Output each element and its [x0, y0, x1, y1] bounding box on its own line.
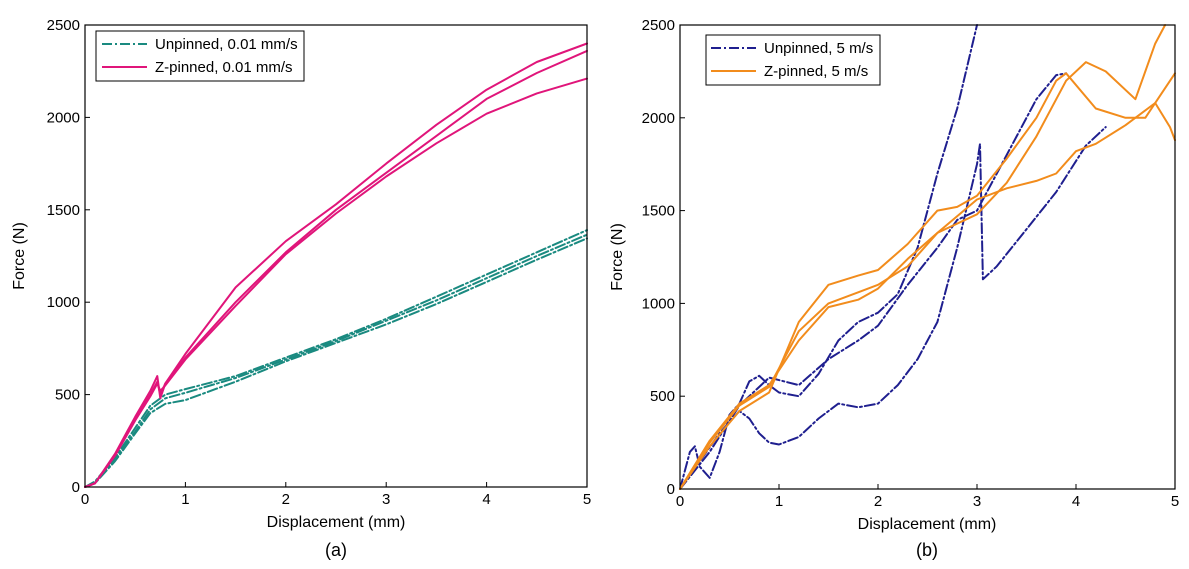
y-tick-label-b-4: 2000	[642, 110, 675, 127]
x-tick-label-a-5: 5	[583, 491, 591, 508]
y-tick-label-b-0: 0	[667, 481, 675, 498]
x-tick-label-a-3: 3	[382, 491, 390, 508]
series-line-a-2	[84, 237, 588, 488]
panel-label-b: (b)	[916, 540, 938, 560]
plot-frame-a	[84, 24, 588, 488]
x-axis-title-b: Displacement (mm)	[858, 516, 997, 533]
series-line-b-4	[679, 72, 1176, 490]
x-tick-label-a-0: 0	[81, 491, 89, 508]
legend-label-b-0: Unpinned, 5 m/s	[764, 40, 873, 57]
x-tick-label-a-4: 4	[482, 491, 490, 508]
x-tick-label-a-2: 2	[282, 491, 290, 508]
series-line-b-5	[679, 102, 1176, 490]
x-tick-label-b-4: 4	[1072, 493, 1080, 510]
series-line-a-1	[84, 233, 588, 488]
legend-box-b	[705, 34, 881, 86]
legend-label-a-1: Z-pinned, 0.01 mm/s	[155, 59, 293, 76]
chart-panel-b: 0 1 2 3 4 5 0 500 1000 1500 2000 2500 Displacement…	[609, 17, 1179, 560]
y-tick-label-b-1: 500	[650, 388, 675, 405]
series-line-b-0	[679, 24, 978, 490]
series-line-b-3	[679, 24, 1167, 490]
legend-label-b-1: Z-pinned, 5 m/s	[764, 63, 868, 80]
x-tick-label-a-1: 1	[181, 491, 189, 508]
x-ticks-a: 0 1 2 3 4 5	[81, 482, 591, 508]
panel-label-a: (a)	[325, 540, 347, 560]
y-tick-label-a-2: 1000	[47, 294, 80, 311]
series-line-b-2	[679, 72, 1068, 490]
y-axis-title-b: Force (N)	[609, 223, 626, 291]
series-line-a-4	[84, 49, 588, 488]
x-tick-label-b-1: 1	[775, 493, 783, 510]
y-ticks-b: 0 500 1000 1500 2000 2500	[642, 17, 685, 498]
series-line-a-5	[84, 77, 588, 488]
chart-panel-a: 0 1 2 3 4 5 0 500 1000 1500 2000 2500 Displacement…	[11, 17, 591, 560]
legend-box-a	[95, 30, 305, 82]
y-tick-label-b-2: 1000	[642, 295, 675, 312]
legend-label-a-0: Unpinned, 0.01 mm/s	[155, 36, 298, 53]
legend-a: Unpinned, 0.01 mm/s Z-pinned, 0.01 mm/s	[95, 30, 305, 82]
series-line-b-1	[679, 126, 1107, 490]
x-ticks-b: 0 1 2 3 4 5	[676, 484, 1179, 510]
y-tick-label-b-3: 1500	[642, 203, 675, 220]
x-tick-label-b-0: 0	[676, 493, 684, 510]
x-tick-label-b-2: 2	[874, 493, 882, 510]
x-axis-title-a: Displacement (mm)	[267, 514, 406, 531]
plot-frame-b	[679, 24, 1176, 490]
y-tick-label-a-3: 1500	[47, 202, 80, 219]
series-lines-b	[679, 24, 1176, 490]
x-tick-label-b-3: 3	[973, 493, 981, 510]
series-line-a-0	[84, 229, 588, 488]
y-tick-label-b-5: 2500	[642, 17, 675, 34]
y-tick-label-a-5: 2500	[47, 17, 80, 34]
x-tick-label-b-5: 5	[1171, 493, 1179, 510]
y-tick-label-a-1: 500	[55, 387, 80, 404]
series-lines-a	[84, 42, 588, 488]
y-tick-label-a-0: 0	[72, 479, 80, 496]
y-axis-title-a: Force (N)	[11, 222, 28, 290]
y-tick-label-a-4: 2000	[47, 109, 80, 126]
series-line-a-3	[84, 42, 588, 488]
y-ticks-a: 0 500 1000 1500 2000 2500	[47, 17, 90, 496]
legend-b: Unpinned, 5 m/s Z-pinned, 5 m/s	[705, 34, 881, 86]
